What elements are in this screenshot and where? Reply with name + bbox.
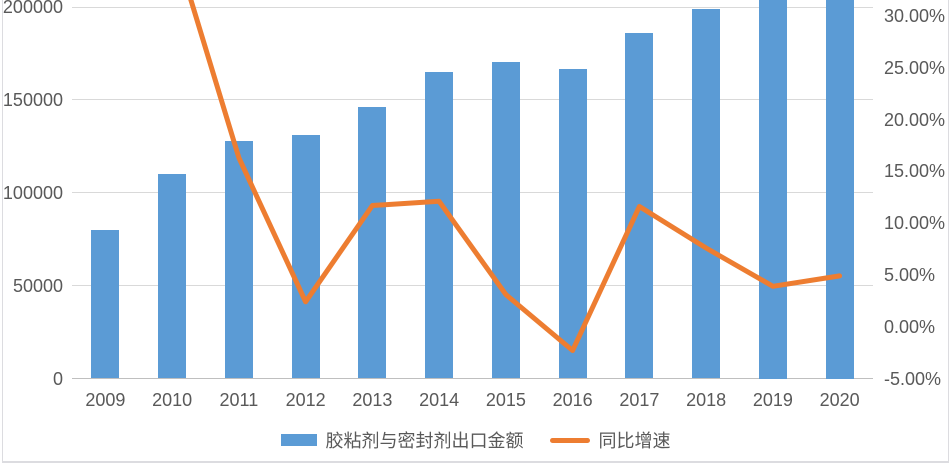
gridline bbox=[72, 285, 873, 287]
right-axis-tick-label: 5.00% bbox=[884, 264, 936, 285]
x-axis-label-2009: 2009 bbox=[85, 390, 126, 410]
x-axis-label-2017: 2017 bbox=[619, 390, 660, 410]
legend-label: 胶粘剂与密封剂出口金额 bbox=[325, 431, 524, 451]
x-axis-label-2020: 2020 bbox=[819, 390, 860, 410]
gridline bbox=[72, 6, 873, 8]
legend-item-growth-rate: 同比增速 bbox=[549, 427, 671, 453]
bar-2009 bbox=[91, 229, 120, 379]
x-axis-label-2012: 2012 bbox=[285, 390, 326, 410]
gridline bbox=[72, 99, 873, 101]
right-axis-tick-label: 15.00% bbox=[884, 161, 946, 182]
bar-2018 bbox=[692, 8, 721, 379]
x-axis-label-2019: 2019 bbox=[752, 390, 793, 410]
x-axis-line bbox=[72, 378, 873, 379]
right-axis-tick-label: 20.00% bbox=[884, 109, 946, 130]
bar-2010 bbox=[158, 174, 187, 379]
bar-2015 bbox=[491, 61, 520, 379]
right-axis-tick-label: 0.00% bbox=[884, 316, 936, 337]
x-axis-label-2016: 2016 bbox=[552, 390, 593, 410]
bar-2012 bbox=[291, 135, 320, 379]
bar-2020 bbox=[825, 0, 854, 379]
legend-item-export-amount: 胶粘剂与密封剂出口金额 bbox=[280, 427, 524, 453]
left-axis-tick-label: 50000 bbox=[12, 275, 63, 296]
left-axis-tick-label: 100000 bbox=[2, 182, 63, 203]
legend-label: 同比增速 bbox=[598, 431, 671, 451]
right-axis-tick-label: 30.00% bbox=[884, 5, 946, 26]
x-axis-label-2014: 2014 bbox=[419, 390, 460, 410]
bar-2013 bbox=[358, 107, 387, 379]
right-axis-tick-label: -5.00% bbox=[884, 368, 942, 389]
right-axis-tick-label: 10.00% bbox=[884, 213, 946, 234]
x-axis-label-2015: 2015 bbox=[485, 390, 526, 410]
legend-bar-swatch-icon bbox=[280, 434, 317, 446]
left-axis-tick-label: 150000 bbox=[2, 89, 63, 110]
right-axis-tick-label: 25.00% bbox=[884, 57, 946, 78]
bar-2014 bbox=[425, 72, 454, 379]
x-axis-label-2010: 2010 bbox=[152, 390, 193, 410]
x-axis-label-2013: 2013 bbox=[352, 390, 393, 410]
legend-line-swatch-icon bbox=[549, 437, 590, 443]
left-axis-tick-label: 0 bbox=[52, 368, 63, 389]
gridline bbox=[72, 192, 873, 194]
chart-legend: 胶粘剂与密封剂出口金额 同比增速 bbox=[0, 428, 951, 452]
x-axis-label-2011: 2011 bbox=[219, 390, 259, 410]
growth-line bbox=[188, 0, 843, 353]
x-axis-label-2018: 2018 bbox=[686, 390, 727, 410]
left-axis-tick-label: 200000 bbox=[2, 0, 63, 18]
bar-2019 bbox=[758, 0, 787, 379]
